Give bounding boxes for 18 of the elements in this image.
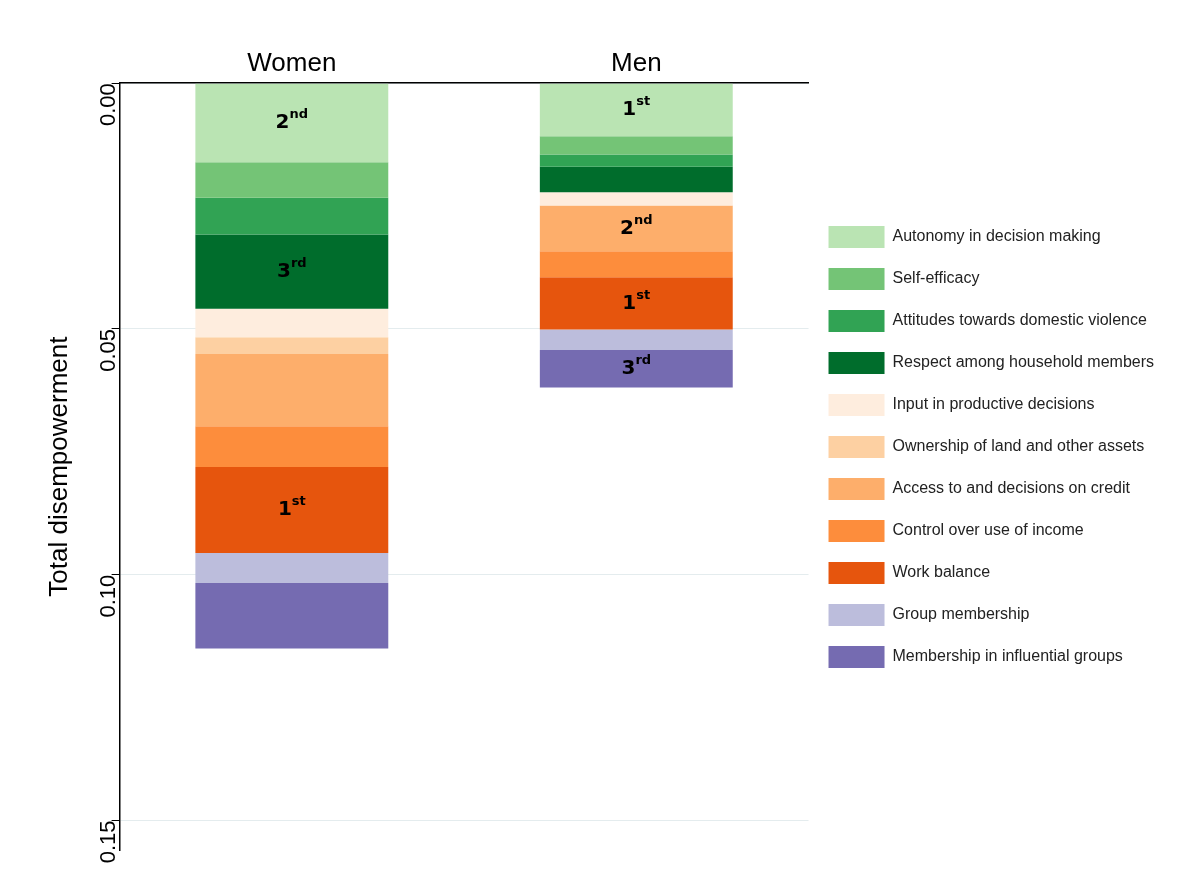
legend-label: Attitudes towards domestic violence (892, 311, 1147, 329)
legend-label: Autonomy in decision making (892, 227, 1101, 245)
legend-label: Work balance (892, 563, 991, 581)
y-tick-label: 0.10 (94, 574, 120, 618)
x-tick-label: Women (247, 46, 337, 77)
legend-label: Self-efficacy (892, 269, 980, 287)
legend-label: Ownership of land and other assets (892, 437, 1145, 455)
x-tick-label: Men (611, 46, 662, 77)
legend-label: Membership in influential groups (892, 647, 1123, 665)
y-tick-label: 0.00 (94, 83, 120, 127)
y-tick-label: 0.05 (94, 328, 120, 372)
legend-label: Respect among household members (892, 353, 1155, 371)
y-axis-title: Total disempowerment (42, 335, 73, 597)
legend-label: Input in productive decisions (892, 395, 1095, 413)
legend-label: Group membership (892, 605, 1030, 623)
legend-label: Access to and decisions on credit (892, 479, 1131, 497)
legend-label: Control over use of income (892, 521, 1084, 539)
y-tick-label: 0.15 (94, 820, 120, 864)
